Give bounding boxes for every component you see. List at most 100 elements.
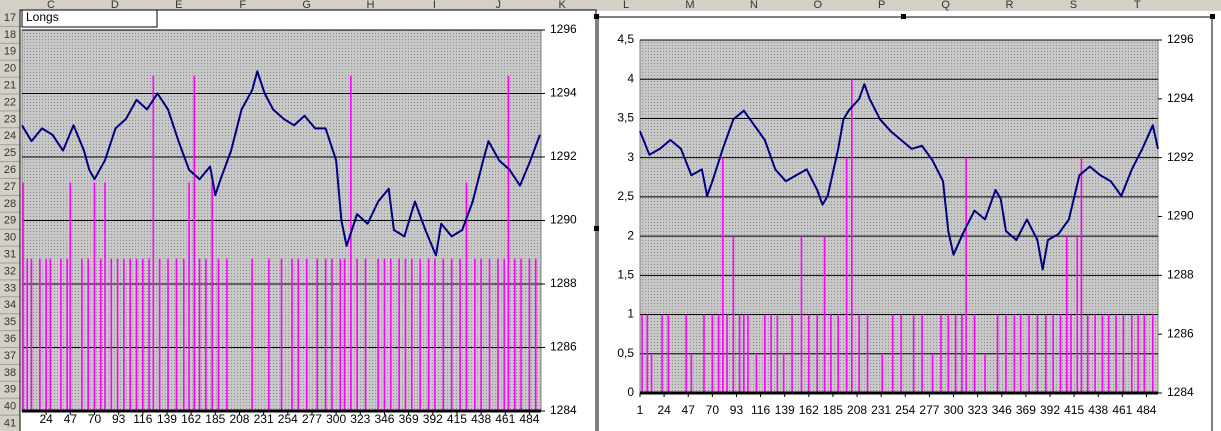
column-header: L	[623, 0, 629, 11]
x-tick-label: 24	[657, 403, 671, 417]
y2-tick-label: 1294	[1167, 91, 1194, 105]
y2-tick-label: 1290	[550, 213, 577, 227]
y2-tick-label: 1284	[1167, 385, 1194, 399]
column-header: D	[111, 0, 119, 11]
x-tick-label: 70	[88, 412, 102, 426]
row-header: 20	[4, 63, 16, 75]
y2-tick-label: 1296	[1167, 32, 1194, 46]
x-tick-label: 277	[302, 412, 322, 426]
price-line	[639, 83, 1159, 271]
row-header: 24	[4, 130, 16, 142]
x-tick-label: 484	[519, 412, 539, 426]
x-tick-label: 415	[447, 412, 467, 426]
column-header: E	[175, 0, 182, 11]
row-header: 35	[4, 316, 16, 328]
y-tick-label: 3	[627, 150, 634, 164]
x-tick-label: 300	[326, 412, 346, 426]
x-tick-label: 346	[992, 403, 1012, 417]
x-tick-label: 116	[751, 403, 770, 417]
x-tick-label: 254	[278, 412, 298, 426]
y2-tick-label: 1288	[550, 276, 577, 290]
y-tick-label: 1,5	[617, 268, 634, 282]
headers: C D E F G H I J K L M N O P Q R S T1718192021222324252627…	[0, 0, 1141, 430]
x-tick-label: 438	[471, 412, 491, 426]
x-tick-label: 208	[847, 403, 867, 417]
x-tick-label: 162	[181, 412, 201, 426]
x-tick-label: 185	[205, 412, 225, 426]
row-header: 34	[4, 299, 16, 311]
row-header: 30	[4, 232, 16, 244]
x-tick-label: 369	[399, 412, 419, 426]
y2-tick-label: 1290	[1167, 209, 1194, 223]
x-tick-label: 93	[112, 412, 126, 426]
column-header: G	[302, 0, 311, 11]
chart-left: 1284 1286 1288 1290 1292 1294 1296 24 47 70 93 116 1…	[19, 9, 597, 431]
row-header: 23	[4, 113, 16, 125]
row-header: 36	[4, 333, 16, 345]
y2-tick-label: 1286	[1167, 326, 1194, 340]
x-tick-label: 346	[374, 412, 394, 426]
row-header: 39	[4, 384, 16, 396]
row-header: 40	[4, 401, 16, 413]
x-tick-label: 323	[968, 403, 988, 417]
y-tick-label: 2	[627, 228, 634, 242]
row-header: 29	[4, 215, 16, 227]
y2-tick-label: 1296	[550, 22, 577, 36]
chart-right: 0 0,5 1 1,5 2 2,5 3 3,5 4 4,5 1284 1286 1288 1290 1292…	[597, 16, 1213, 431]
x-tick-label: 139	[775, 403, 795, 417]
column-header: Q	[941, 0, 950, 11]
column-header: O	[814, 0, 823, 11]
row-header: 38	[4, 367, 16, 379]
x-tick-label: 415	[1064, 403, 1084, 417]
y-tick-label: 4	[627, 71, 634, 85]
row-header: 26	[4, 164, 16, 176]
y-tick-label: 1	[627, 307, 634, 321]
column-header: N	[750, 0, 758, 11]
x-tick-label: 47	[64, 412, 78, 426]
x-tick-label: 254	[895, 403, 915, 417]
column-header: M	[685, 0, 694, 11]
x-tick-label: 208	[229, 412, 249, 426]
selection-handle	[594, 14, 599, 19]
row-header: 37	[4, 350, 16, 362]
selection-handle	[594, 226, 599, 231]
y2-tick-label: 1292	[550, 149, 577, 163]
x-tick-label: 231	[871, 403, 891, 417]
x-tick-label: 484	[1136, 403, 1156, 417]
y-tick-label: 0	[627, 385, 634, 399]
y2-tick-label: 1288	[1167, 268, 1194, 282]
x-tick-label: 438	[1088, 403, 1108, 417]
column-header: R	[1006, 0, 1014, 11]
row-header: 25	[4, 147, 16, 159]
y2-tick-label: 1292	[1167, 150, 1194, 164]
x-tick-label: 369	[1016, 403, 1036, 417]
selection-handle	[1210, 14, 1215, 19]
y-tick-label: 0,5	[617, 346, 634, 360]
y2-tick-label: 1286	[550, 340, 577, 354]
column-header: H	[367, 0, 375, 11]
row-header: 19	[4, 46, 16, 58]
x-tick-label: 392	[423, 412, 443, 426]
column-header: P	[878, 0, 885, 11]
y2-tick-label: 1284	[550, 403, 577, 417]
row-header: 21	[4, 80, 16, 92]
row-header-strip	[0, 0, 20, 431]
column-header: S	[1070, 0, 1077, 11]
x-tick-label: 461	[495, 412, 515, 426]
y-tick-label: 3,5	[617, 111, 634, 125]
column-header-strip	[0, 0, 1221, 11]
x-tick-label: 1	[637, 403, 644, 417]
x-tick-label: 461	[1112, 403, 1132, 417]
row-header: 27	[4, 181, 16, 193]
x-tick-label: 231	[254, 412, 274, 426]
row-header: 18	[4, 29, 16, 41]
column-header: I	[433, 0, 436, 11]
cell-box	[21, 9, 158, 28]
x-tick-label: 300	[944, 403, 964, 417]
y2-tick-label: 1294	[550, 86, 577, 100]
column-header: K	[559, 0, 567, 11]
x-tick-label: 47	[682, 403, 696, 417]
row-header: 22	[4, 96, 16, 108]
x-tick-label: 93	[730, 403, 744, 417]
